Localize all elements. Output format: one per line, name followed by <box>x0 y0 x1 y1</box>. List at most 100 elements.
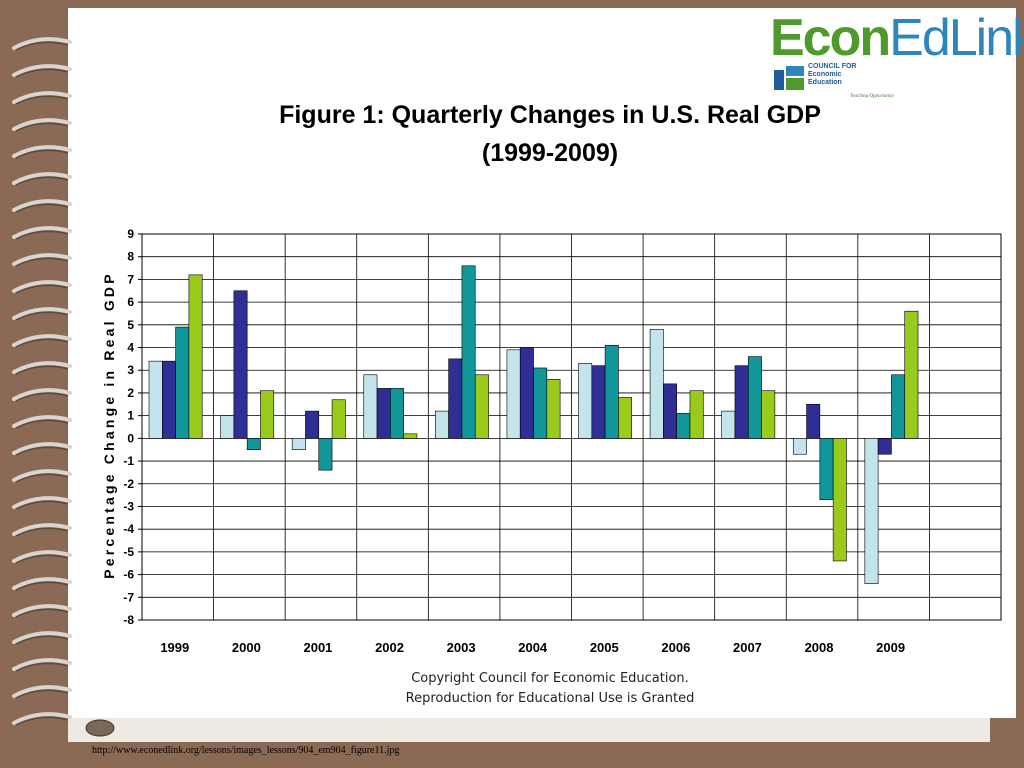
spiral-ring-shadow <box>15 122 69 132</box>
bar-2000-q2 <box>233 290 248 439</box>
y-tick-label: 0 <box>127 431 134 445</box>
spiral-ring <box>12 496 72 509</box>
y-tick-label: -6 <box>123 568 134 582</box>
spiral-ring-shadow <box>15 41 69 51</box>
bar-2009-q1 <box>864 438 879 584</box>
spiral-ring <box>12 226 72 239</box>
bar-2003-q1 <box>435 410 449 439</box>
bar-2000-q1 <box>220 415 235 439</box>
bar-1999-q2 <box>162 360 176 439</box>
bar-2005-q4 <box>618 397 633 439</box>
bar-2008-q3 <box>819 438 834 500</box>
x-tick-label: 2004 <box>518 640 548 655</box>
spiral-ring-shadow <box>15 392 69 402</box>
y-tick-label: -2 <box>123 477 134 491</box>
spiral-ring-shadow <box>15 311 69 321</box>
bar-2008-q1 <box>792 438 807 455</box>
bar-2001-q2 <box>305 410 320 439</box>
bar-1999-q3 <box>175 326 190 439</box>
bar-2001-q1 <box>291 438 306 451</box>
chart-title-line-2: (1999-2009) <box>481 139 619 167</box>
copyright-notice: Copyright Council for Economic Education… <box>330 669 770 709</box>
ring-end-icon <box>85 719 115 737</box>
bar-2006-q3 <box>676 413 691 439</box>
spiral-ring <box>12 550 72 563</box>
logo-econ-text: Econ <box>770 9 891 67</box>
bar-2000-q4 <box>260 390 275 439</box>
bar-2005-q1 <box>578 363 593 439</box>
spiral-ring-shadow <box>15 500 69 510</box>
under-page <box>68 718 990 742</box>
spiral-ring-shadow <box>15 446 69 456</box>
bar-2003-q2 <box>448 358 463 439</box>
spiral-ring <box>12 253 72 266</box>
spiral-ring <box>12 577 72 590</box>
x-tick-label: 1999 <box>160 640 189 655</box>
spiral-ring <box>12 37 72 50</box>
bar-2001-q3 <box>318 438 333 471</box>
logo-edlink-text: EdLink <box>889 9 1024 67</box>
spiral-ring <box>12 361 72 374</box>
bar-1999-q1 <box>148 360 163 439</box>
y-axis-title: Percentage Change in Real GDP <box>101 271 117 579</box>
bar-2002-q4 <box>403 433 418 439</box>
y-tick-label: 1 <box>127 409 134 423</box>
bar-2007-q2 <box>734 365 749 439</box>
chart-title: Figure 1: Quarterly Changes in U.S. Real… <box>250 96 850 172</box>
spiral-ring <box>12 388 72 401</box>
x-tick-label: 2005 <box>590 640 619 655</box>
x-tick-label: 2008 <box>805 640 834 655</box>
spiral-ring <box>12 199 72 212</box>
bar-2008-q2 <box>806 403 821 439</box>
bar-2005-q2 <box>591 365 606 439</box>
bar-2008-q4 <box>832 438 847 562</box>
spiral-ring-shadow <box>15 608 69 618</box>
spiral-binding <box>12 37 115 737</box>
council-logo-icon <box>772 64 806 94</box>
bar-2002-q1 <box>363 374 378 439</box>
spiral-ring-shadow <box>15 284 69 294</box>
spiral-ring <box>12 91 72 104</box>
y-tick-label: -5 <box>123 545 134 559</box>
spiral-ring-shadow <box>15 176 69 186</box>
copyright-line-2: Reproduction for Educational Use is Gran… <box>405 691 695 706</box>
y-tick-label: 2 <box>127 386 134 400</box>
x-tick-label: 2000 <box>232 640 261 655</box>
spiral-ring <box>12 685 72 698</box>
y-tick-label: 6 <box>127 295 134 309</box>
bar-2009-q3 <box>891 374 906 439</box>
spiral-ring-shadow <box>15 95 69 105</box>
spiral-ring-shadow <box>15 473 69 483</box>
spiral-ring-shadow <box>15 419 69 429</box>
spiral-ring <box>12 334 72 347</box>
y-tick-label: -3 <box>123 499 134 513</box>
y-tick-label: 7 <box>127 272 134 286</box>
spiral-ring <box>12 145 72 158</box>
bar-2003-q3 <box>461 265 476 439</box>
x-tick-label: 2007 <box>733 640 762 655</box>
spiral-ring-shadow <box>15 581 69 591</box>
spiral-ring-shadow <box>15 68 69 78</box>
spiral-ring <box>12 712 72 725</box>
bar-2004-q3 <box>533 367 548 439</box>
econedlink-logo: EconEdLink COUNCIL FOR Economic Educatio… <box>770 8 1024 103</box>
bar-2004-q2 <box>519 347 534 439</box>
spiral-ring-shadow <box>15 716 69 726</box>
spiral-ring <box>12 442 72 455</box>
spiral-ring-shadow <box>15 689 69 699</box>
bar-2006-q2 <box>663 383 677 439</box>
x-tick-label: 2009 <box>876 640 905 655</box>
spiral-ring-shadow <box>15 365 69 375</box>
y-tick-label: -7 <box>123 590 134 604</box>
bar-2001-q4 <box>331 399 346 439</box>
bar-2006-q1 <box>649 329 664 439</box>
bar-2006-q4 <box>689 390 704 439</box>
spiral-ring <box>12 118 72 131</box>
spiral-ring-shadow <box>15 257 69 267</box>
chart-title-line-1: Figure 1: Quarterly Changes in U.S. Real… <box>279 101 821 129</box>
y-tick-label: 9 <box>127 227 134 241</box>
spiral-ring-shadow <box>15 635 69 645</box>
bar-2009-q2 <box>877 438 892 455</box>
spiral-ring <box>12 64 72 77</box>
